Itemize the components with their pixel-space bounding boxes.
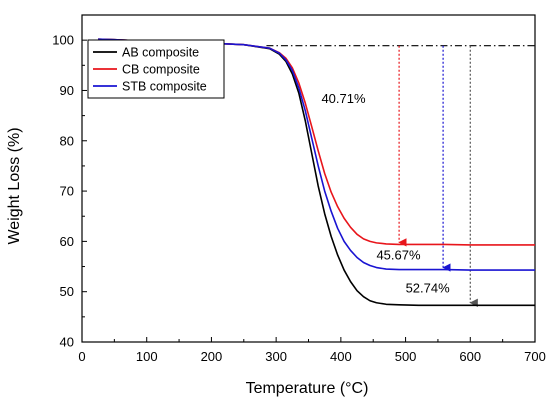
y-tick-label: 60 xyxy=(60,234,74,249)
y-tick-label: 90 xyxy=(60,83,74,98)
axes-layer: 0 100 200 300 400 500 600 700 40 50 60 70 80 90 100 xyxy=(52,33,546,364)
x-axis-label: Temperature (°C) xyxy=(246,380,369,397)
x-tick-label: 500 xyxy=(395,349,417,364)
x-tick-label: 400 xyxy=(330,349,352,364)
y-tick-label: 70 xyxy=(60,184,74,199)
legend-label-2: CB composite xyxy=(122,63,200,77)
x-tick-label: 0 xyxy=(78,349,85,364)
x-tick-label: 200 xyxy=(201,349,223,364)
annotation-label-3: 52.74% xyxy=(406,281,451,296)
series-line-stb-composite xyxy=(98,38,535,271)
y-axis-label: Weight Loss (%) xyxy=(6,127,23,244)
annotation-layer: 40.71% 45.67% 52.74% xyxy=(321,45,478,307)
y-tick-label: 100 xyxy=(52,33,74,48)
annotation-label-2: 45.67% xyxy=(376,247,421,262)
x-tick-label: 700 xyxy=(524,349,546,364)
y-tick-label: 40 xyxy=(60,335,74,350)
x-tick-label: 300 xyxy=(265,349,287,364)
legend-label-1: AB composite xyxy=(122,46,199,60)
x-tick-label: 100 xyxy=(136,349,158,364)
y-tick-label: 80 xyxy=(60,133,74,148)
y-tick-label: 50 xyxy=(60,284,74,299)
annotation-label-1: 40.71% xyxy=(321,91,366,106)
legend-label-3: STB composite xyxy=(122,80,207,94)
x-tick-label: 600 xyxy=(459,349,481,364)
series-layer xyxy=(98,38,535,307)
legend: AB composite CB composite STB composite xyxy=(87,39,225,99)
